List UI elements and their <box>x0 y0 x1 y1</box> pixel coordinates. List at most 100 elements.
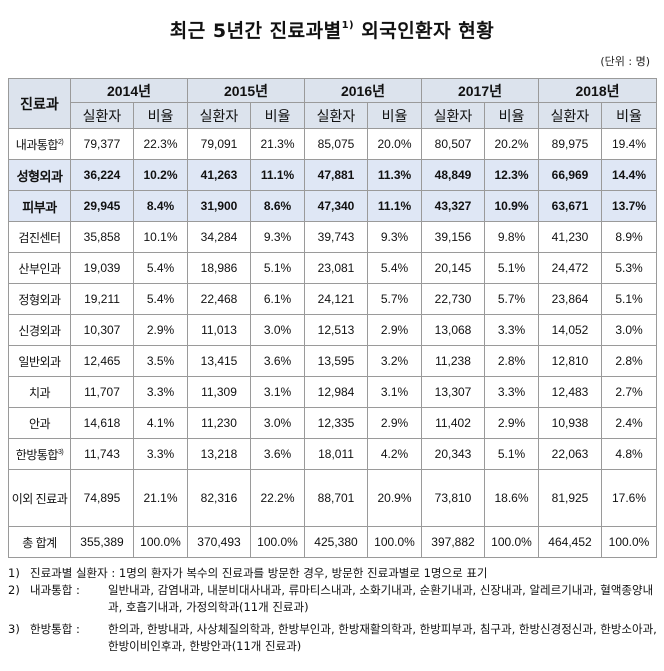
patients-cell: 73,810 <box>421 469 485 527</box>
ratio-cell: 9.3% <box>367 221 422 253</box>
patients-cell: 13,068 <box>421 314 485 346</box>
dept-cell: 산부인과 <box>8 252 71 284</box>
patients-cell: 85,075 <box>304 128 368 160</box>
table-row: 산부인과 19,039 5.4% 18,986 5.1% 23,081 5.4% 20,145… <box>8 252 657 284</box>
ratio-cell: 3.0% <box>601 314 657 346</box>
ratio-cell: 10.2% <box>133 159 188 191</box>
patients-header: 실환자 <box>304 102 368 129</box>
ratio-cell: 5.4% <box>133 283 188 315</box>
ratio-cell: 19.4% <box>601 128 657 160</box>
dept-label: 정형외과 <box>18 292 61 307</box>
patient-table: 진료과 2014년 2015년 2016년 2017년 2018년 실환자 비율… <box>8 78 657 558</box>
patients-cell: 20,145 <box>421 252 485 284</box>
year-header: 2018년 <box>538 78 657 103</box>
dept-label: 한방통합 <box>15 447 59 462</box>
ratio-cell: 2.9% <box>484 407 539 439</box>
footnote-text: 한의과, 한방내과, 사상체질의학과, 한방부인과, 한방재활의학과, 한방피부… <box>108 622 657 653</box>
footnote-key: 한방통합 : <box>30 622 80 636</box>
patients-cell: 47,340 <box>304 190 368 222</box>
patients-cell: 12,483 <box>538 376 602 408</box>
footnote-key: 내과통합 : <box>30 583 80 597</box>
table-row: 성형외과 36,224 10.2% 41,263 11.1% 47,881 11.3% 48,… <box>8 159 657 191</box>
dept-label: 안과 <box>28 416 51 431</box>
total-row: 총 합계 355,389 100.0% 370,493 100.0% 425,380 100… <box>8 526 657 558</box>
ratio-cell: 3.1% <box>250 376 305 408</box>
ratio-cell: 20.9% <box>367 469 422 527</box>
patients-cell: 47,881 <box>304 159 368 191</box>
dept-label: 치과 <box>28 385 51 400</box>
ratio-cell: 20.0% <box>367 128 422 160</box>
ratio-cell: 3.0% <box>250 407 305 439</box>
patients-cell: 13,595 <box>304 345 368 377</box>
ratio-cell: 10.9% <box>484 190 539 222</box>
patients-cell: 23,081 <box>304 252 368 284</box>
dept-label: 일반외과 <box>18 354 61 369</box>
patients-cell: 34,284 <box>187 221 251 253</box>
patients-cell: 63,671 <box>538 190 602 222</box>
footnote-number: 2) <box>8 583 20 597</box>
ratio-cell: 10.1% <box>133 221 188 253</box>
patients-cell: 11,238 <box>421 345 485 377</box>
footnote: 2) 내과통합 : 일반내과, 감염내과, 내분비대사내과, 류마티스내과, 소… <box>8 582 658 616</box>
ratio-cell: 3.3% <box>484 314 539 346</box>
ratio-cell: 17.6% <box>601 469 657 527</box>
dept-cell: 내과통합2) <box>8 128 71 160</box>
dept-cell: 총 합계 <box>8 526 71 558</box>
ratio-header: 비율 <box>133 102 188 129</box>
ratio-cell: 3.3% <box>133 438 188 470</box>
dept-cell: 일반외과 <box>8 345 71 377</box>
patients-cell: 12,335 <box>304 407 368 439</box>
ratio-cell: 13.7% <box>601 190 657 222</box>
dept-label: 산부인과 <box>18 261 61 276</box>
ratio-cell: 3.0% <box>250 314 305 346</box>
patients-cell: 39,743 <box>304 221 368 253</box>
patients-cell: 36,224 <box>70 159 134 191</box>
patients-cell: 10,938 <box>538 407 602 439</box>
patients-cell: 89,975 <box>538 128 602 160</box>
ratio-cell: 100.0% <box>367 526 422 558</box>
patients-cell: 13,218 <box>187 438 251 470</box>
patients-header: 실환자 <box>187 102 251 129</box>
title-main-after: 외국인환자 현황 <box>361 20 495 42</box>
dept-cell: 치과 <box>8 376 71 408</box>
patients-cell: 22,468 <box>187 283 251 315</box>
ratio-cell: 9.3% <box>250 221 305 253</box>
patients-cell: 18,986 <box>187 252 251 284</box>
patients-cell: 81,925 <box>538 469 602 527</box>
title-footnote-marker: 1) <box>341 19 355 31</box>
ratio-header: 비율 <box>484 102 539 129</box>
table-row: 정형외과 19,211 5.4% 22,468 6.1% 24,121 5.7% 22,730… <box>8 283 657 315</box>
ratio-cell: 21.1% <box>133 469 188 527</box>
ratio-cell: 8.6% <box>250 190 305 222</box>
ratio-cell: 18.6% <box>484 469 539 527</box>
ratio-cell: 2.9% <box>133 314 188 346</box>
patients-cell: 11,743 <box>70 438 134 470</box>
ratio-cell: 21.3% <box>250 128 305 160</box>
ratio-cell: 2.8% <box>601 345 657 377</box>
patients-cell: 22,730 <box>421 283 485 315</box>
ratio-cell: 2.9% <box>367 407 422 439</box>
ratio-cell: 3.1% <box>367 376 422 408</box>
ratio-cell: 5.1% <box>484 438 539 470</box>
footnote-text: 일반내과, 감염내과, 내분비대사내과, 류마티스내과, 소화기내과, 순환기내… <box>108 583 654 614</box>
ratio-cell: 100.0% <box>484 526 539 558</box>
ratio-cell: 5.4% <box>367 252 422 284</box>
ratio-cell: 100.0% <box>133 526 188 558</box>
ratio-cell: 8.9% <box>601 221 657 253</box>
year-header: 2015년 <box>187 78 305 103</box>
patients-cell: 29,945 <box>70 190 134 222</box>
patients-cell: 23,864 <box>538 283 602 315</box>
ratio-cell: 4.1% <box>133 407 188 439</box>
patients-cell: 14,618 <box>70 407 134 439</box>
footnote: 3) 한방통합 : 한의과, 한방내과, 사상체질의학과, 한방부인과, 한방재… <box>8 621 658 655</box>
footnote-number: 3) <box>8 622 20 636</box>
patients-cell: 82,316 <box>187 469 251 527</box>
ratio-cell: 3.2% <box>367 345 422 377</box>
table-row: 이외 진료과 74,895 21.1% 82,316 22.2% 88,701 20.9% 7… <box>8 469 657 527</box>
patients-cell: 13,415 <box>187 345 251 377</box>
patients-cell: 35,858 <box>70 221 134 253</box>
dept-label: 이외 진료과 <box>11 491 68 506</box>
patients-cell: 12,513 <box>304 314 368 346</box>
dept-cell: 안과 <box>8 407 71 439</box>
patients-cell: 10,307 <box>70 314 134 346</box>
